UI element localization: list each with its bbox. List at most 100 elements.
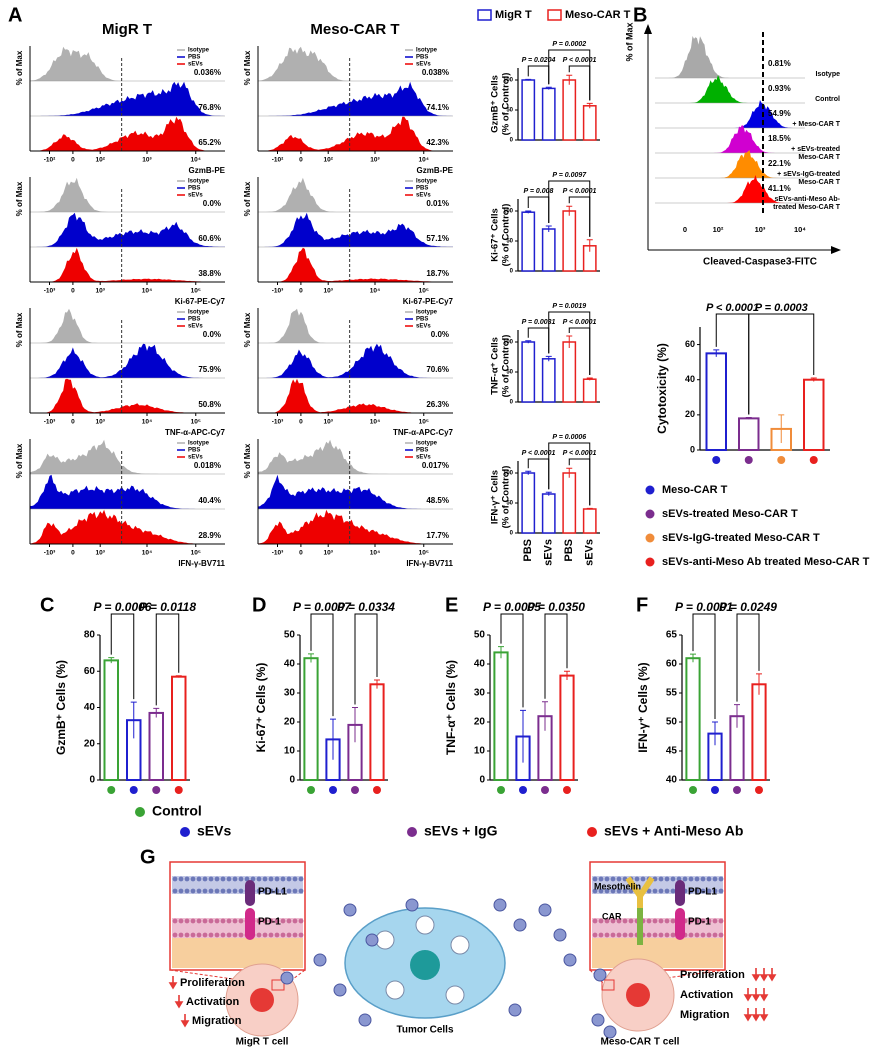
x-tick-label: 0 <box>299 157 303 164</box>
category-marker <box>541 786 549 794</box>
p-value: P = 0.0249 <box>719 600 777 614</box>
histogram <box>30 247 225 282</box>
p-value: P = 0.0204 <box>522 57 556 64</box>
bar <box>521 211 536 272</box>
bar <box>751 683 767 781</box>
row-label: Meso-CAR T <box>798 179 840 186</box>
histogram <box>258 509 453 544</box>
lipid <box>208 932 214 938</box>
lipid <box>226 876 232 882</box>
sev <box>553 928 567 942</box>
y-tick-label: 10 <box>474 746 486 757</box>
down-arrow <box>751 1008 761 1022</box>
y-axis-label: % of Max <box>15 443 24 478</box>
lipid <box>256 876 262 882</box>
x-tick-label: 0 <box>299 419 303 426</box>
lipid <box>712 876 718 882</box>
vesicle <box>445 985 465 1005</box>
lipid <box>280 918 286 924</box>
p-value: P < 0.0001 <box>706 302 759 314</box>
category-marker <box>373 786 381 794</box>
lipid <box>592 918 598 924</box>
lipid <box>238 888 244 894</box>
down-arrow <box>751 968 761 982</box>
x-tick-label: PBS <box>522 539 534 562</box>
lipid <box>622 918 628 924</box>
legend-label: sEVs-anti-Meso Ab treated Meso-CAR T <box>662 556 870 568</box>
bar <box>369 683 385 781</box>
p-value: P = 0.0001 <box>675 600 733 614</box>
x-tick-label: 10⁵ <box>419 550 429 557</box>
vesicle <box>450 935 470 955</box>
error-bar <box>542 701 548 731</box>
lipid <box>238 876 244 882</box>
lipid <box>214 918 220 924</box>
lipid <box>286 888 292 894</box>
pd-l1 <box>675 880 685 906</box>
lipid <box>232 888 238 894</box>
percent-label: 0.01% <box>426 199 449 208</box>
lipid <box>706 932 712 938</box>
y-axis-label: GzmB⁺ Cells <box>490 75 501 133</box>
lipid <box>628 932 634 938</box>
p-value: P < 0.0001 <box>563 450 597 457</box>
x-tick-label: PBS <box>563 539 575 562</box>
p-value: P = 0.0097 <box>552 172 587 179</box>
histogram <box>30 439 225 474</box>
vesicle <box>385 980 405 1000</box>
legend-label: PBS <box>416 448 428 454</box>
lipid <box>298 932 304 938</box>
significance-bracket <box>110 613 135 700</box>
legend-label: sEVs <box>188 62 203 68</box>
lipid <box>652 932 658 938</box>
legend-marker <box>645 509 655 519</box>
error-bar <box>810 377 817 382</box>
percent-label: 57.1% <box>426 234 449 243</box>
x-axis-label: IFN-γ-BV711 <box>406 559 453 568</box>
lipid <box>646 918 652 924</box>
error-bar <box>525 78 532 81</box>
significance-bracket <box>310 613 334 717</box>
tumor-nucleus <box>410 950 440 980</box>
y-tick-label: 55 <box>666 688 678 699</box>
x-tick-label: 10³ <box>755 225 766 234</box>
lipid <box>616 876 622 882</box>
y-axis-label: (% of Control) <box>501 73 512 136</box>
row-label: + sEVs-treated <box>791 146 840 153</box>
lipid <box>202 932 208 938</box>
x-tick-label: 0 <box>299 550 303 557</box>
car <box>637 905 643 945</box>
legend-marker <box>180 827 190 837</box>
x-axis-label: IFN-γ-BV711 <box>178 559 225 568</box>
row-label: treated Meso-CAR T <box>773 204 841 211</box>
lipid <box>208 876 214 882</box>
zoom-line <box>169 969 276 986</box>
effect-label: Activation <box>186 996 239 1008</box>
lipid <box>274 876 280 882</box>
lipid <box>268 876 274 882</box>
panel-label: D <box>252 594 266 616</box>
p-value: P = 0.0019 <box>552 303 586 310</box>
y-axis-label: (% of Control) <box>501 204 512 267</box>
lipid <box>262 888 268 894</box>
error-bar <box>566 467 573 478</box>
legend-label: PBS <box>416 55 428 61</box>
legend-label: PBS <box>416 317 428 323</box>
lipid <box>718 918 724 924</box>
bar <box>685 657 701 782</box>
x-axis-label: GzmB-PE <box>417 166 454 175</box>
histogram <box>30 378 225 413</box>
sev <box>593 968 607 982</box>
lipid <box>694 918 700 924</box>
y-axis-label: % of Max <box>15 312 24 347</box>
x-tick-label: -10³ <box>44 550 56 557</box>
histogram <box>258 81 453 116</box>
y-axis-label: (% of Control) <box>501 335 512 398</box>
x-tick-label: 0 <box>71 157 75 164</box>
percent-label: 0.0% <box>203 199 221 208</box>
sev <box>538 903 552 917</box>
protein-label: Mesothelin <box>594 881 641 891</box>
pd-1 <box>245 908 255 940</box>
lipid <box>592 932 598 938</box>
legend-label: PBS <box>416 186 428 192</box>
